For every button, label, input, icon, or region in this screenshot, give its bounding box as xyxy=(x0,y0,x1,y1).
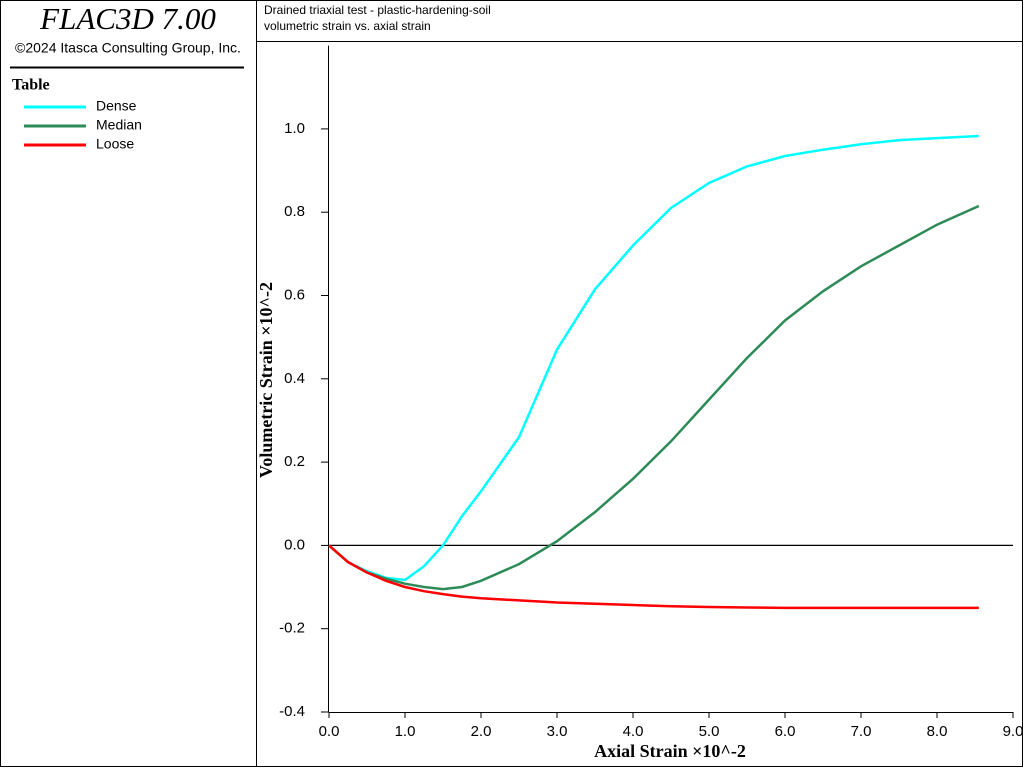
x-tick-label: 8.0 xyxy=(927,723,948,740)
x-tick-label: 9.0 xyxy=(1003,723,1024,740)
x-tick-label: 6.0 xyxy=(775,723,796,740)
series-line xyxy=(328,544,979,610)
y-tick-label: 1.0 xyxy=(284,120,305,137)
y-tick-label: 0.0 xyxy=(284,536,305,553)
x-tick-label: 1.0 xyxy=(395,723,416,740)
x-tick-label: 4.0 xyxy=(623,723,644,740)
legend-heading: Table xyxy=(12,77,50,94)
x-tick-label: 2.0 xyxy=(471,723,492,740)
x-axis-label: Axial Strain ×10^-2 xyxy=(594,741,746,761)
y-tick-label: 0.6 xyxy=(284,286,305,303)
y-tick-label: 0.8 xyxy=(284,203,305,220)
legend-label: Loose xyxy=(96,136,134,152)
legend-label: Median xyxy=(96,117,142,133)
y-tick-label: -0.2 xyxy=(279,620,305,637)
x-tick-label: 0.0 xyxy=(319,723,340,740)
x-tick-label: 5.0 xyxy=(699,723,720,740)
app-title: FLAC3D 7.00 xyxy=(39,1,216,36)
y-tick-label: 0.4 xyxy=(284,370,305,387)
y-tick-label: 0.2 xyxy=(284,453,305,470)
copyright: ©2024 Itasca Consulting Group, Inc. xyxy=(15,40,241,56)
y-axis-label: Volumetric Strain ×10^-2 xyxy=(256,282,276,478)
series-line xyxy=(328,134,979,582)
legend-label: Dense xyxy=(96,98,137,114)
y-tick-label: -0.4 xyxy=(279,703,305,720)
x-tick-label: 3.0 xyxy=(547,723,568,740)
x-tick-label: 7.0 xyxy=(851,723,872,740)
chart-title: Drained triaxial test - plastic-hardenin… xyxy=(264,3,491,17)
chart-subtitle: volumetric strain vs. axial strain xyxy=(264,19,431,33)
series-line xyxy=(328,204,980,591)
